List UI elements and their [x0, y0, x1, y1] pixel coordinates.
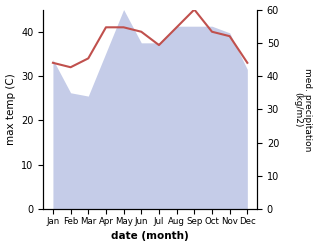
Y-axis label: max temp (C): max temp (C) [5, 74, 16, 145]
Y-axis label: med. precipitation
(kg/m2): med. precipitation (kg/m2) [293, 68, 313, 151]
X-axis label: date (month): date (month) [111, 231, 189, 242]
